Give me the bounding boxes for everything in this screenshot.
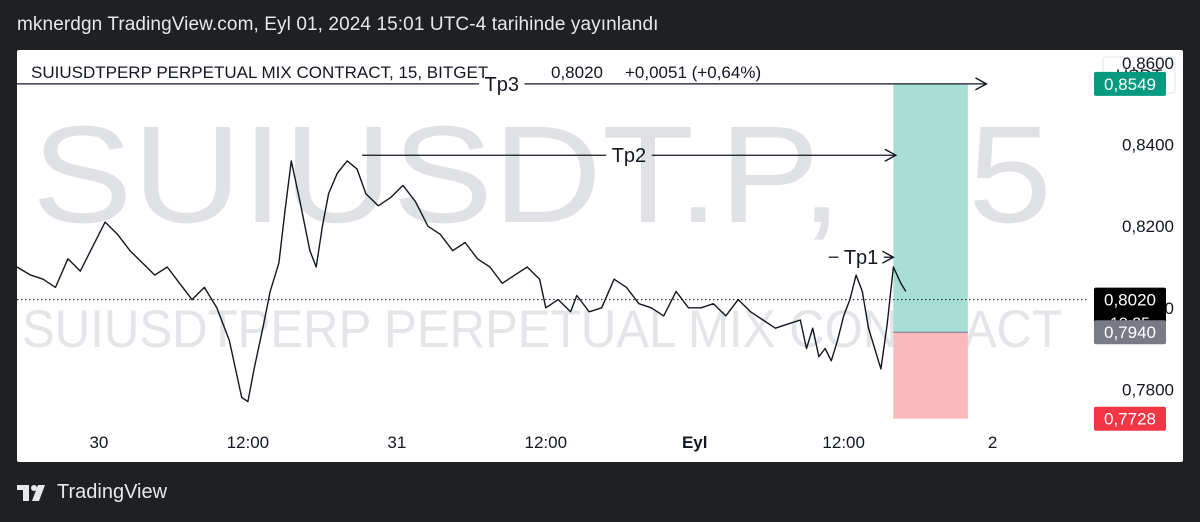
legend-last-price: 0,8020: [551, 63, 603, 82]
tp2-arrowhead: [884, 148, 898, 162]
x-tick-label: 30: [89, 433, 108, 452]
y-tick-label: 0,7800: [1122, 380, 1174, 399]
x-tick-label: 12:00: [822, 433, 865, 452]
legend-symbol: SUIUSDTPERP PERPETUAL MIX CONTRACT, 15, …: [31, 63, 488, 82]
price-label-badge: [1094, 71, 1166, 96]
tp3-label: Tp3: [484, 74, 518, 96]
x-tick-label: 2: [988, 433, 997, 452]
legend-change: +0,0051 (+0,64%): [625, 63, 761, 82]
tp1-arrowhead: [882, 250, 895, 264]
tp3-arrowhead: [975, 77, 988, 91]
price-label-badge: [1094, 320, 1166, 345]
price-chart[interactable]: SUIUSDT.P, 15 SUIUSDTPERP PERPETUAL MIX …: [17, 50, 1183, 462]
chart-panel[interactable]: SUIUSDT.P, 15 SUIUSDTPERP PERPETUAL MIX …: [17, 50, 1183, 462]
stop-zone[interactable]: [893, 332, 968, 419]
footer-brand: TradingView: [57, 481, 168, 503]
publish-header: mknerdgn TradingView.com, Eyl 01, 2024 1…: [17, 14, 659, 35]
y-tick-label: 0,8400: [1122, 136, 1174, 155]
price-label-badge: [1094, 406, 1166, 431]
x-tick-label: 31: [387, 433, 406, 452]
tp1-label: Tp1: [844, 247, 878, 269]
y-tick-label: 0,8600: [1122, 54, 1174, 73]
tradingview-branding: TradingView: [17, 481, 167, 504]
y-tick-label: 0,8200: [1122, 217, 1174, 236]
x-tick-label: 12:00: [525, 433, 568, 452]
tradingview-logo-icon: [17, 484, 45, 501]
target-zone[interactable]: [893, 83, 968, 333]
price-label-value: 0,8549: [1104, 75, 1156, 94]
x-tick-label: Eyl: [682, 433, 708, 452]
price-label-value: 0,7940: [1104, 323, 1156, 342]
price-label-value: 0,7728: [1104, 410, 1156, 429]
watermark-symbol: SUIUSDT.P, 15: [32, 98, 1052, 252]
tp2-label: Tp2: [612, 145, 646, 167]
price-label-value: 0,8020: [1104, 291, 1156, 310]
x-tick-label: 12:00: [227, 433, 270, 452]
price-line: [17, 160, 907, 403]
